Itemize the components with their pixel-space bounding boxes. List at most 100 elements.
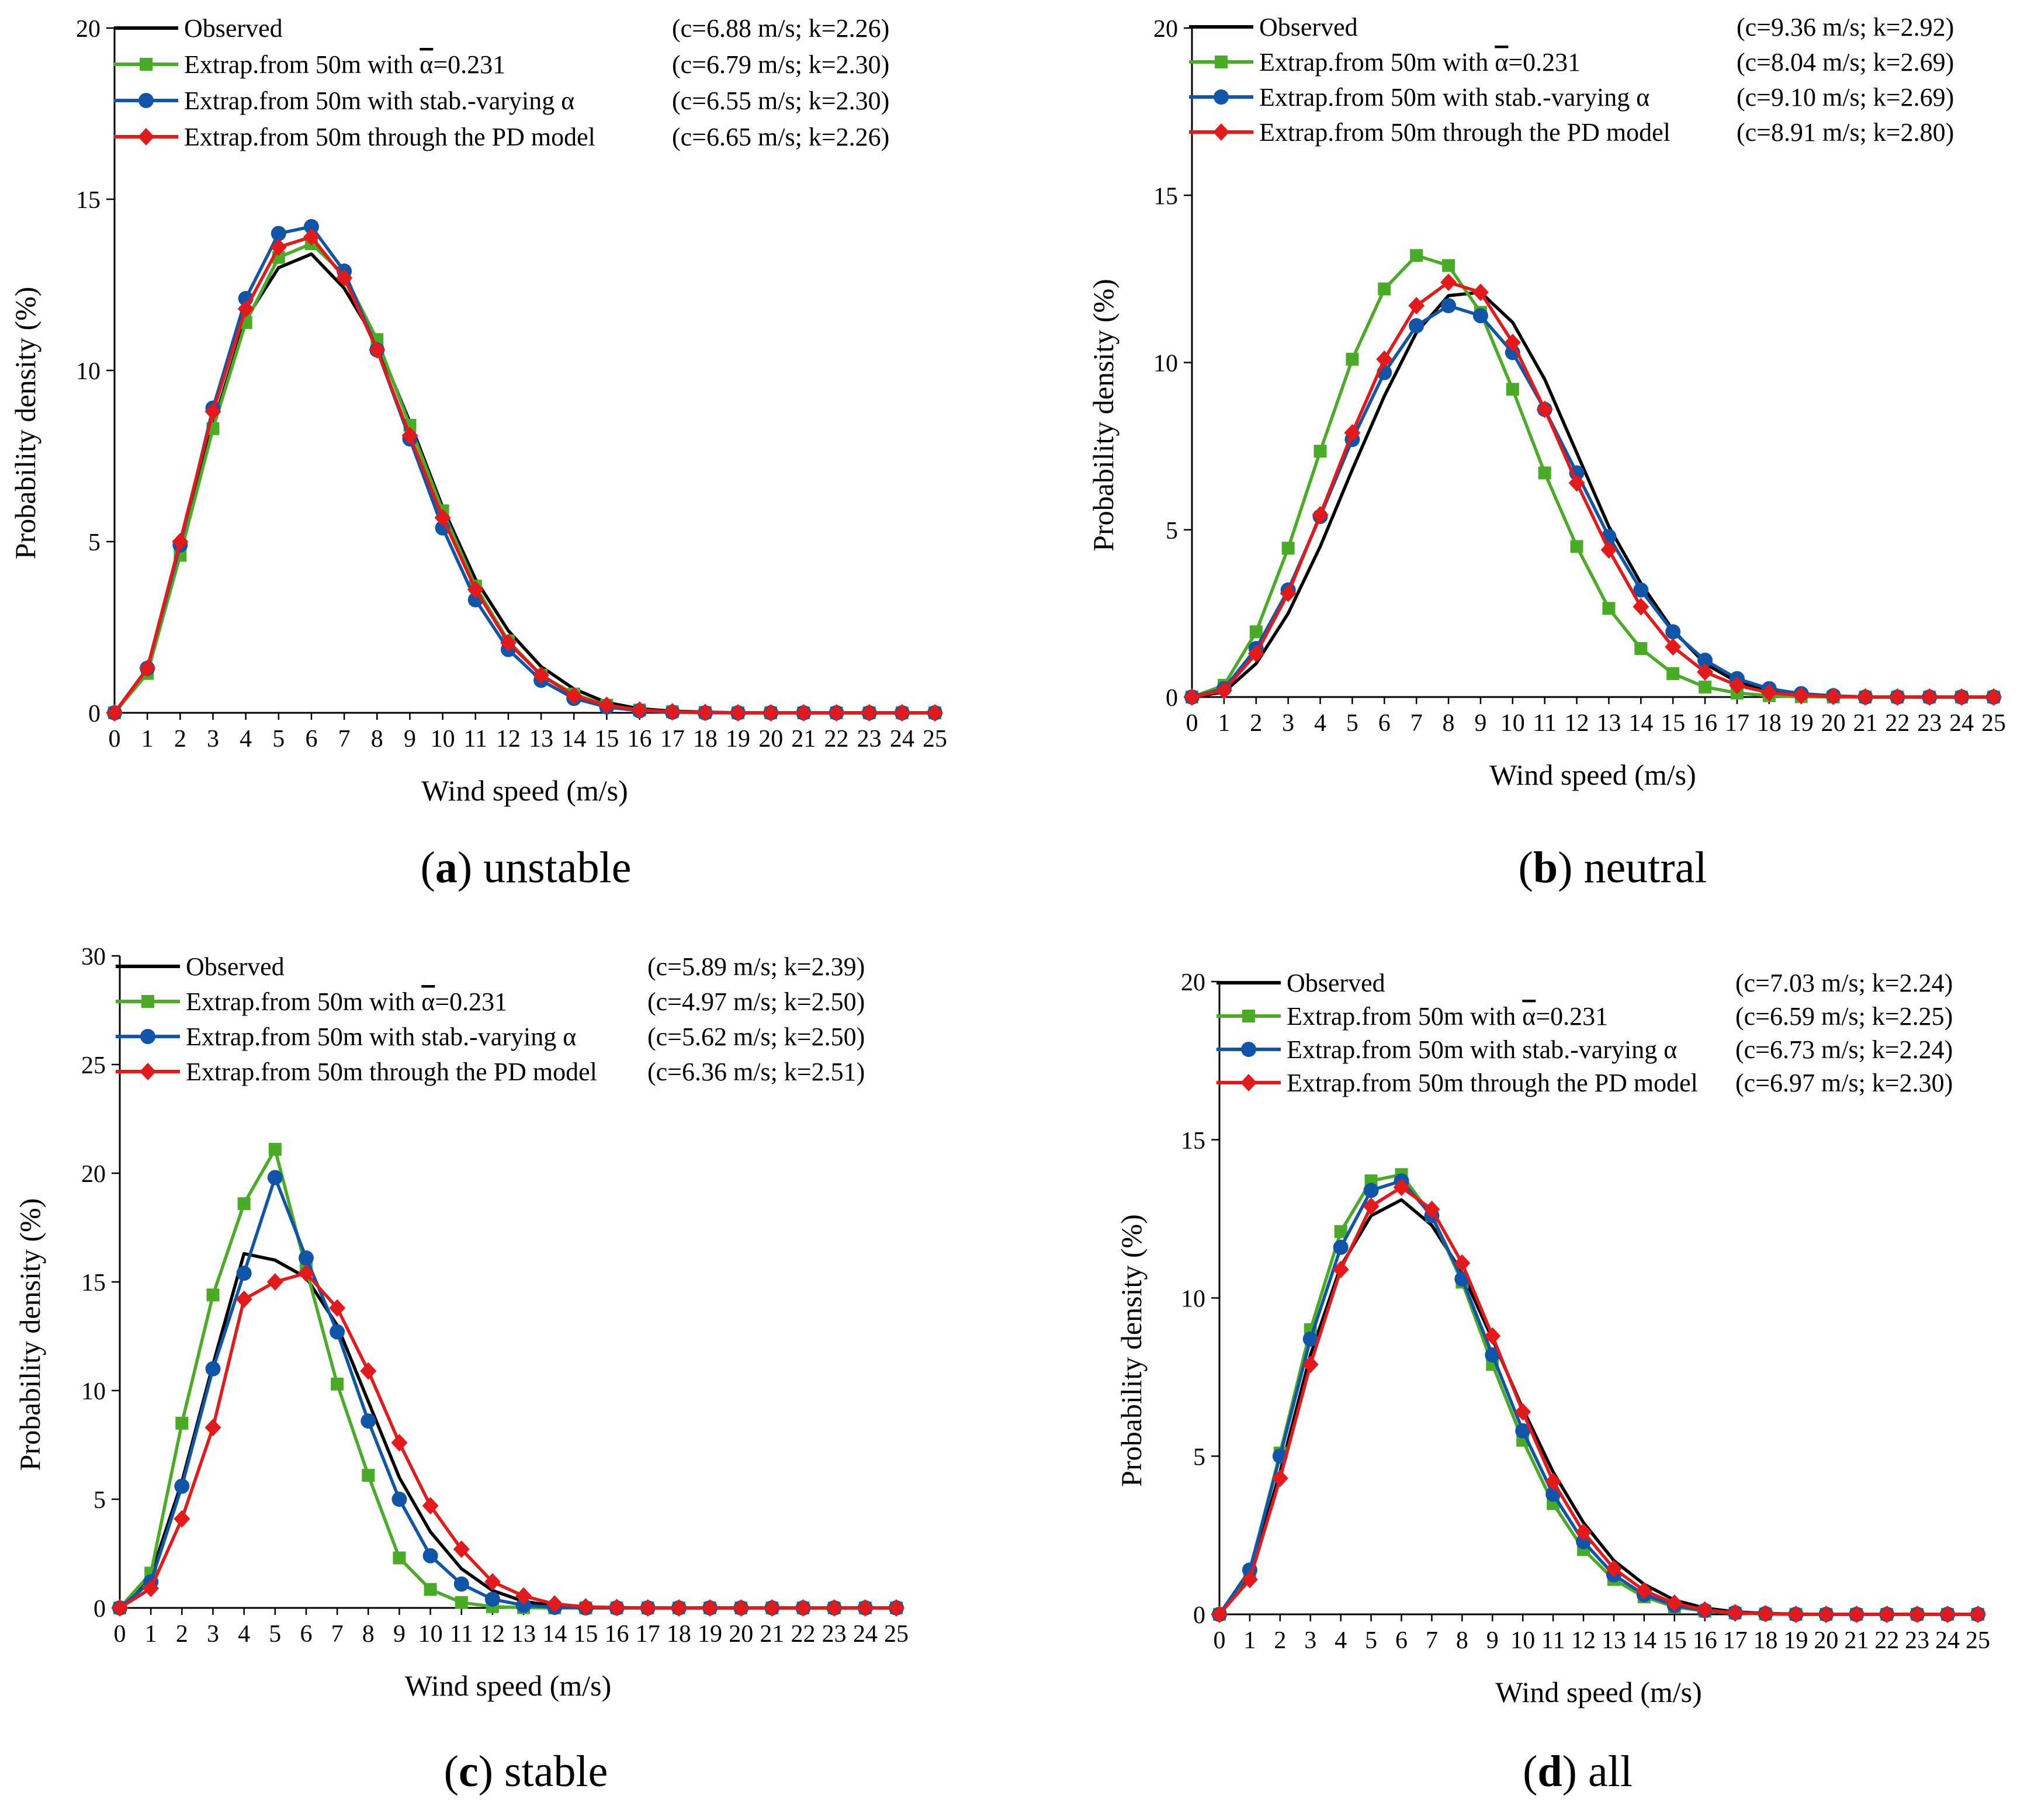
legend-params: (c=6.55 m/s; k=2.30) [672, 86, 889, 115]
data-point [1825, 687, 1842, 705]
x-tick-label: 17 [1723, 1627, 1748, 1654]
y-tick-label: 0 [1166, 685, 1178, 712]
x-tick-label: 18 [1753, 1627, 1778, 1654]
data-point [174, 1510, 190, 1528]
data-point [1302, 1356, 1319, 1374]
data-point [1696, 1601, 1713, 1619]
y-axis-label: Probability density (%) [1115, 1214, 1148, 1487]
x-tick-label: 19 [698, 1621, 722, 1648]
legend-label: Extrap.from 50m with stab.-varying α [186, 1022, 576, 1051]
x-tick-label: 17 [660, 726, 685, 753]
x-tick-label: 19 [1783, 1627, 1808, 1654]
x-tick-label: 24 [890, 726, 914, 753]
x-tick-label: 6 [300, 1621, 312, 1648]
data-point [1665, 624, 1681, 640]
x-tick-label: 3 [207, 726, 219, 753]
x-tick-label: 22 [791, 1621, 816, 1648]
data-point [236, 1266, 252, 1281]
panel-caption: (c) stable [444, 1747, 608, 1796]
alpha-bar-symbol: α [1495, 48, 1508, 77]
legend-params: (c=6.79 m/s; k=2.30) [672, 50, 889, 79]
series-line [118, 1148, 896, 1610]
x-tick-label: 16 [605, 1621, 629, 1648]
y-axis-label: Probability density (%) [9, 287, 41, 560]
data-point [112, 1599, 128, 1617]
data-point [143, 1579, 160, 1597]
data-point [1728, 676, 1745, 694]
x-tick-label: 15 [1661, 710, 1685, 737]
y-tick-label: 5 [93, 1487, 106, 1514]
data-point [828, 704, 845, 722]
legend-marker [138, 128, 154, 145]
data-point [730, 704, 747, 722]
x-tick-label: 6 [305, 726, 317, 753]
data-point [1665, 638, 1682, 656]
x-tick-label: 8 [362, 1621, 375, 1648]
data-point [1575, 1523, 1592, 1541]
x-tick-label: 4 [240, 726, 252, 753]
legend-marker [140, 58, 153, 71]
data-point [298, 1250, 314, 1266]
data-point [1600, 541, 1617, 559]
data-point [861, 704, 878, 722]
data-point [1515, 1423, 1531, 1438]
x-tick-label: 22 [824, 726, 849, 753]
data-point [266, 1273, 283, 1291]
x-tick-label: 7 [338, 726, 351, 753]
data-point [1271, 1469, 1288, 1488]
data-point [1333, 1239, 1349, 1255]
legend-label: Extrap.from 50m through the PD model [1259, 118, 1671, 147]
legend-entry-pd-model: Extrap.from 50m through the PD model (c=8… [1189, 118, 1954, 147]
legend-params: (c=5.62 m/s; k=2.50) [647, 1022, 865, 1051]
data-point [484, 1573, 501, 1591]
x-tick-label: 1 [1218, 710, 1230, 737]
x-tick-label: 5 [269, 1621, 281, 1648]
x-tick-label: 19 [726, 726, 750, 753]
series-line [113, 242, 935, 715]
x-tick-label: 23 [857, 726, 882, 753]
legend-params: (c=5.89 m/s; k=2.39) [647, 952, 865, 981]
x-tick-label: 17 [636, 1621, 660, 1648]
x-tick-label: 7 [1410, 710, 1423, 737]
legend-marker [1215, 56, 1228, 68]
x-tick-label: 4 [1335, 1627, 1347, 1654]
legend-marker [140, 1029, 155, 1044]
x-tick-label: 23 [822, 1621, 847, 1648]
data-point [1441, 298, 1457, 314]
data-point [927, 704, 943, 722]
alpha-bar-symbol: α [1522, 1002, 1536, 1031]
series-line [119, 1176, 896, 1610]
data-point [1953, 688, 1970, 706]
data-point [237, 1197, 251, 1211]
legend-params: (c=6.97 m/s; k=2.30) [1735, 1069, 1953, 1097]
data-point [1889, 688, 1906, 706]
data-point [1281, 542, 1295, 555]
series-line [1191, 290, 1994, 699]
data-point [303, 228, 320, 246]
data-point [139, 659, 156, 677]
legend-entry-stab-alpha: Extrap.from 50m with stab.-varying α (c=5… [116, 1022, 865, 1051]
data-point [1970, 1606, 1986, 1623]
data-point [577, 1598, 594, 1616]
data-point [455, 1596, 468, 1609]
data-point [1332, 1260, 1349, 1278]
y-tick-label: 20 [1153, 16, 1178, 43]
legend-entry-const-alpha: Extrap.from 50m with α=0.231 (c=6.59 m/s;… [1217, 1002, 1953, 1031]
x-tick-label: 20 [758, 726, 783, 753]
legend-params: (c=6.59 m/s; k=2.25) [1735, 1002, 1953, 1031]
legend-label: Extrap.from 50m with α=0.231 [184, 50, 505, 79]
data-point [270, 238, 287, 256]
x-tick-label: 22 [1885, 710, 1909, 737]
legend-params: (c=7.03 m/s; k=2.24) [1735, 969, 1953, 997]
data-point [1727, 1604, 1744, 1622]
x-tick-label: 13 [1596, 710, 1621, 737]
series-line [1191, 254, 1994, 699]
x-tick-label: 18 [693, 726, 718, 753]
data-point [329, 1299, 346, 1317]
legend-label: Extrap.from 50m with α=0.231 [186, 987, 507, 1016]
x-tick-label: 14 [562, 726, 586, 753]
data-point [515, 1587, 532, 1605]
data-point [670, 1599, 687, 1617]
x-tick-label: 17 [1725, 710, 1749, 737]
data-point [1215, 681, 1232, 699]
